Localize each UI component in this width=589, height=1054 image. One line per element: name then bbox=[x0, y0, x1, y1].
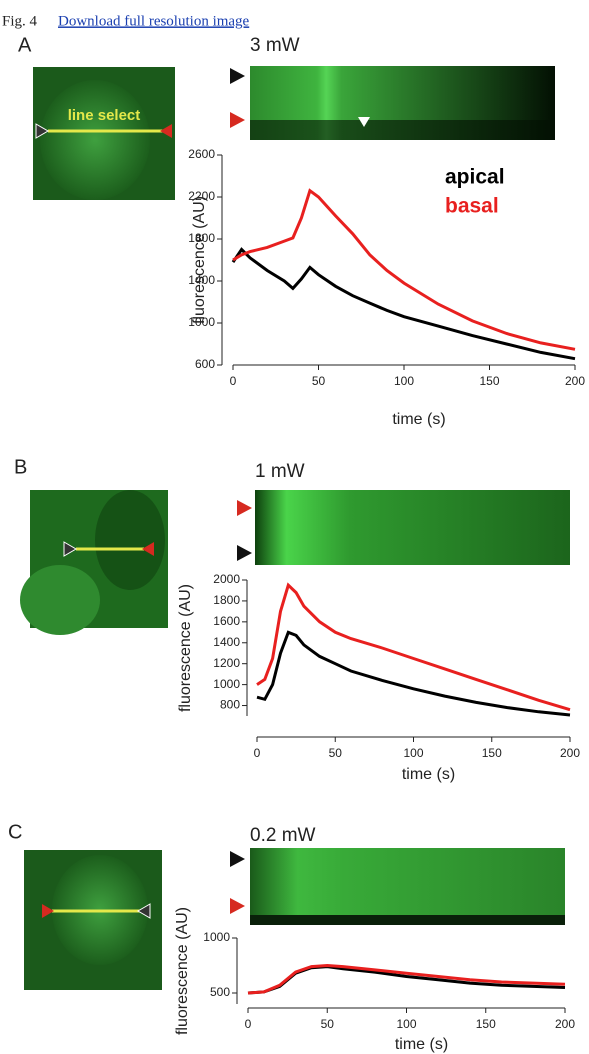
x-tick-label: 100 bbox=[396, 1017, 416, 1031]
annotation: line select bbox=[68, 107, 141, 124]
cell-body bbox=[95, 490, 165, 590]
x-tick-label: 150 bbox=[476, 1017, 496, 1031]
arrow bbox=[63, 541, 77, 557]
figure-number: Fig. 4 bbox=[2, 13, 38, 29]
x-tick-label: 100 bbox=[394, 374, 414, 388]
arrow bbox=[42, 904, 54, 918]
y-tick-label: 1800 bbox=[188, 231, 215, 245]
x-tick-label: 100 bbox=[403, 746, 423, 760]
y-axis-label: fluorescence (AU) bbox=[177, 584, 194, 712]
cell-body bbox=[20, 565, 100, 635]
y-axis-label: fluorescence (AU) bbox=[191, 196, 208, 324]
data-line bbox=[232, 188, 576, 351]
kymograph-shade bbox=[250, 120, 555, 140]
data-line bbox=[231, 247, 576, 361]
x-tick-label: 0 bbox=[245, 1017, 252, 1031]
arrow bbox=[358, 117, 370, 127]
download-link[interactable]: Download full resolution image bbox=[58, 13, 250, 29]
kymograph bbox=[250, 848, 565, 925]
x-axis-label: time (s) bbox=[402, 766, 455, 783]
x-tick-label: 50 bbox=[321, 1017, 335, 1031]
arrow bbox=[35, 123, 49, 139]
x-axis-label: time (s) bbox=[392, 411, 445, 428]
y-tick-label: 1400 bbox=[213, 635, 240, 649]
arrow bbox=[230, 851, 245, 867]
y-tick-label: 1600 bbox=[213, 614, 240, 628]
arrow bbox=[142, 542, 154, 556]
x-tick-label: 0 bbox=[230, 374, 237, 388]
arrow bbox=[237, 545, 252, 561]
legend-entry: apical bbox=[445, 166, 505, 189]
chart-title: 1 mW bbox=[255, 461, 305, 482]
chart-title: 0.2 mW bbox=[250, 825, 316, 846]
arrow bbox=[237, 500, 252, 516]
x-tick-label: 50 bbox=[329, 746, 343, 760]
y-tick-label: 1400 bbox=[188, 273, 215, 287]
y-tick-label: 1000 bbox=[203, 930, 230, 944]
data-line bbox=[256, 630, 571, 717]
y-tick-label: 2200 bbox=[188, 189, 215, 203]
y-tick-label: 800 bbox=[220, 698, 240, 712]
y-tick-label: 600 bbox=[195, 357, 215, 371]
y-tick-label: 2600 bbox=[188, 147, 215, 161]
data-line bbox=[247, 963, 566, 995]
arrow bbox=[230, 898, 245, 914]
kymograph-shade bbox=[250, 915, 565, 925]
x-tick-label: 50 bbox=[312, 374, 326, 388]
y-tick-label: 1000 bbox=[213, 677, 240, 691]
panel-label: C bbox=[8, 821, 22, 843]
chart-title: 3 mW bbox=[250, 35, 300, 56]
y-tick-label: 1200 bbox=[213, 656, 240, 670]
panel-label: A bbox=[18, 34, 32, 56]
arrow bbox=[230, 68, 245, 84]
x-tick-label: 0 bbox=[254, 746, 261, 760]
arrow bbox=[160, 124, 172, 138]
x-tick-label: 150 bbox=[479, 374, 499, 388]
x-axis-label: time (s) bbox=[395, 1036, 448, 1053]
y-tick-label: 1800 bbox=[213, 593, 240, 607]
x-tick-label: 200 bbox=[555, 1017, 575, 1031]
arrow bbox=[137, 903, 151, 919]
y-tick-label: 500 bbox=[210, 985, 230, 999]
cell-body bbox=[40, 80, 150, 200]
panel-label: B bbox=[14, 456, 27, 478]
legend-entry: basal bbox=[445, 195, 499, 218]
y-tick-label: 2000 bbox=[213, 572, 240, 586]
y-axis-label: fluorescence (AU) bbox=[174, 907, 191, 1035]
arrow bbox=[230, 112, 245, 128]
x-tick-label: 200 bbox=[560, 746, 580, 760]
kymograph bbox=[255, 490, 570, 565]
y-tick-label: 1000 bbox=[188, 315, 215, 329]
x-tick-label: 150 bbox=[482, 746, 502, 760]
x-tick-label: 200 bbox=[565, 374, 585, 388]
data-line bbox=[256, 582, 571, 712]
